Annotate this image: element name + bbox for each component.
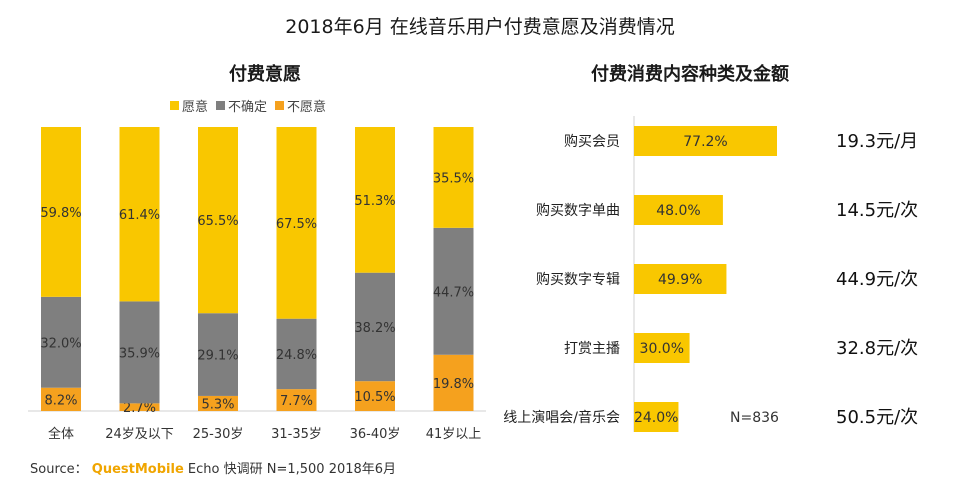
data-label-unsure-0: 32.0% <box>40 336 81 351</box>
bar-unsure-4 <box>355 272 395 382</box>
bar-yes-4 <box>355 127 395 273</box>
bar-unsure-3 <box>276 318 317 390</box>
hbar-1 <box>634 195 723 225</box>
data-label-no-1: 2.7% <box>123 401 156 416</box>
category-label-3: 打赏主播 <box>564 340 620 357</box>
legend-label-no: 不愿意 <box>287 100 327 115</box>
category-label-0: 购买会员 <box>564 134 620 150</box>
bar-unsure-0 <box>41 296 81 388</box>
bar-unsure-1 <box>119 301 160 404</box>
data-label-yes-4: 51.3% <box>354 194 395 209</box>
legend-item-unsure: 不确定 <box>216 96 267 115</box>
legend-label-yes: 愿意 <box>182 100 209 115</box>
bar-no-0 <box>41 387 81 411</box>
data-label-no-5: 19.8% <box>433 377 474 392</box>
x-tick-label-4: 36-40岁 <box>350 427 401 442</box>
hbar-label-3: 30.0% <box>640 341 684 357</box>
hbar-label-0: 77.2% <box>683 134 727 150</box>
amount-label-1: 14.5元/次 <box>836 200 918 221</box>
left-chart-title: 付费意愿 <box>229 64 301 85</box>
legend-swatch-yes <box>170 101 179 110</box>
bar-yes-1 <box>119 127 160 302</box>
data-label-unsure-1: 35.9% <box>119 346 160 361</box>
legend-swatch-unsure <box>216 101 226 110</box>
right-chart-title: 付费消费内容种类及金额 <box>591 64 789 85</box>
bar-yes-0 <box>41 127 81 297</box>
hbar-label-2: 49.9% <box>658 272 702 288</box>
legend-item-yes: 愿意 <box>170 96 208 115</box>
data-label-yes-3: 67.5% <box>276 217 317 232</box>
data-label-no-3: 7.7% <box>280 394 313 409</box>
amount-label-2: 44.9元/次 <box>836 269 918 290</box>
x-tick-label-3: 31-35岁 <box>271 427 322 442</box>
data-label-yes-1: 61.4% <box>119 208 160 223</box>
source-brand: QuestMobile <box>91 462 184 477</box>
legend-label-unsure: 不确定 <box>228 100 268 115</box>
source-prefix: Source： <box>30 462 88 477</box>
source-suffix: Echo 快调研 N=1,500 2018年6月 <box>187 462 397 477</box>
data-label-no-2: 5.3% <box>201 397 234 412</box>
bar-yes-3 <box>276 127 317 319</box>
legend-swatch-no <box>275 101 285 110</box>
hbar-label-1: 48.0% <box>656 203 700 219</box>
data-label-yes-0: 59.8% <box>40 206 81 221</box>
hbar-3 <box>634 333 690 363</box>
category-label-4: 线上演唱会/音乐会 <box>503 409 620 426</box>
amount-label-0: 19.3元/月 <box>836 131 918 152</box>
bar-no-3 <box>276 389 317 411</box>
x-tick-label-0: 全体 <box>48 426 74 442</box>
hbar-label-4: 24.0% <box>634 410 678 426</box>
category-label-2: 购买数字专辑 <box>536 272 620 288</box>
x-tick-label-5: 41岁以上 <box>426 427 482 442</box>
amount-label-4: 50.5元/次 <box>836 407 918 428</box>
category-label-1: 购买数字单曲 <box>536 203 620 219</box>
data-label-unsure-5: 44.7% <box>433 285 474 300</box>
hbar-2 <box>634 264 727 294</box>
data-label-unsure-2: 29.1% <box>197 349 238 364</box>
data-label-unsure-4: 38.2% <box>354 321 395 336</box>
sample-size-note: N=836 <box>730 410 779 426</box>
data-label-yes-5: 35.5% <box>433 171 474 186</box>
page-title: 2018年6月 在线音乐用户付费意愿及消费情况 <box>285 16 675 38</box>
hbar-4 <box>634 402 679 432</box>
bar-no-1 <box>119 403 160 411</box>
bar-no-5 <box>433 354 474 411</box>
x-tick-label-2: 25-30岁 <box>193 427 244 442</box>
data-label-unsure-3: 24.8% <box>276 348 317 363</box>
data-label-no-0: 8.2% <box>44 393 77 408</box>
amount-label-3: 32.8元/次 <box>836 338 918 359</box>
hbar-0 <box>634 126 777 156</box>
source-note: Source： QuestMobile Echo 快调研 N=1,500 201… <box>30 458 396 477</box>
bar-yes-2 <box>198 127 238 314</box>
data-label-yes-2: 65.5% <box>197 214 238 229</box>
bar-unsure-2 <box>198 313 238 396</box>
legend: 愿意 不确定 不愿意 <box>170 96 326 115</box>
x-tick-label-1: 24岁及以下 <box>105 427 174 442</box>
bar-no-2 <box>198 395 238 411</box>
bar-unsure-5 <box>433 227 474 355</box>
bar-yes-5 <box>433 127 474 228</box>
legend-item-no: 不愿意 <box>275 96 326 115</box>
bar-no-4 <box>355 381 395 411</box>
data-label-no-4: 10.5% <box>354 390 395 405</box>
